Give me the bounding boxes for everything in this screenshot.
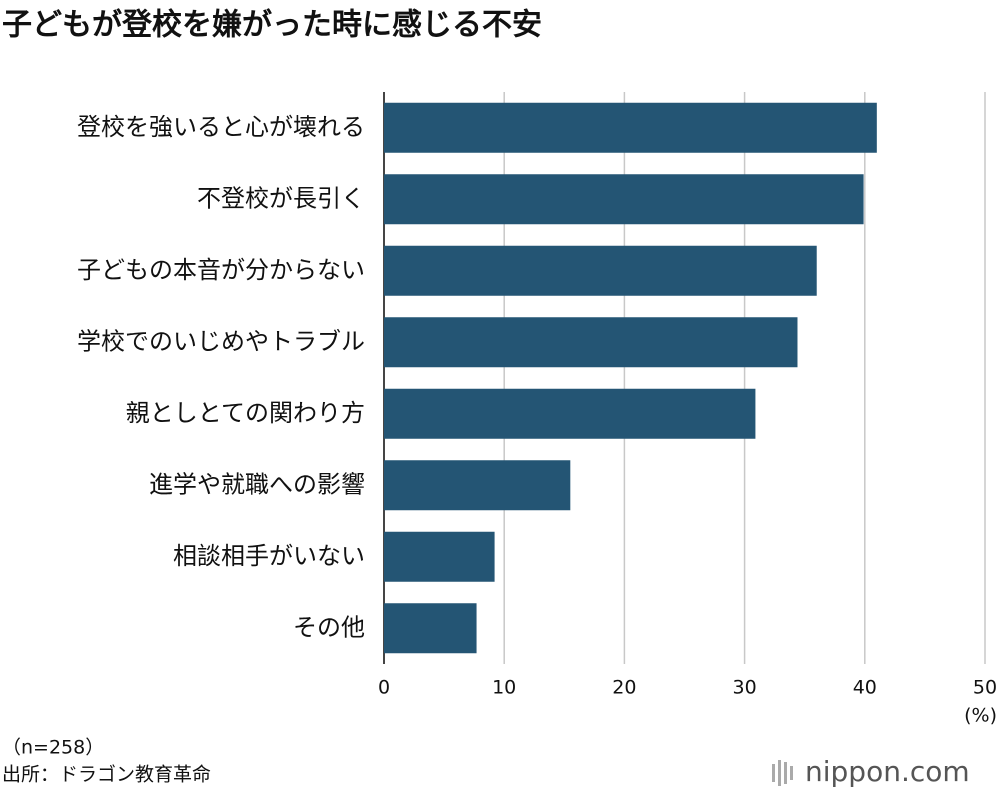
bar — [384, 317, 798, 368]
logo: nippon.com — [805, 755, 970, 788]
bar — [384, 531, 495, 582]
x-tick-label: 0 — [378, 677, 390, 699]
y-tick-label: 親としとての関わり方 — [126, 399, 365, 427]
y-tick-label: その他 — [293, 613, 365, 641]
x-tick-label: 50 — [973, 677, 997, 699]
bar — [384, 460, 571, 511]
y-tick-label: 子どもの本音が分からない — [77, 256, 365, 284]
logo-mark — [772, 760, 793, 786]
bar — [384, 102, 877, 153]
x-tick-label: 10 — [492, 677, 516, 699]
y-tick-label: 進学や就職への影響 — [149, 470, 365, 498]
x-tick-label: 40 — [853, 677, 877, 699]
bar — [384, 603, 477, 654]
sample-note: （n=258） — [2, 737, 104, 759]
x-tick-label: 20 — [612, 677, 636, 699]
x-tick-label: 30 — [733, 677, 757, 699]
source-note: 出所：ドラゴン教育革命 — [2, 764, 211, 786]
unit-label: (%) — [964, 705, 997, 727]
y-tick-label: 登校を強いると心が壊れる — [77, 113, 365, 141]
bar — [384, 388, 756, 439]
bar — [384, 245, 817, 296]
y-tick-label: 不登校が長引く — [197, 184, 365, 212]
y-tick-label: 学校でのいじめやトラブル — [77, 327, 365, 355]
y-tick-label: 相談相手がいない — [173, 542, 365, 570]
bar — [384, 174, 864, 225]
chart-title: 子どもが登校を嫌がった時に感じる不安 — [2, 8, 542, 43]
